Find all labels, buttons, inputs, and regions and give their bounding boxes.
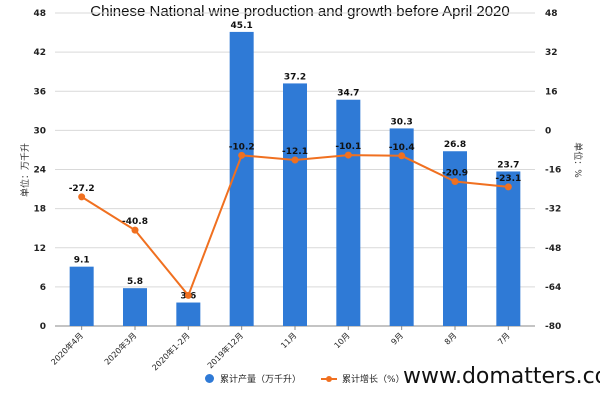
growth-point[interactable] bbox=[238, 151, 246, 159]
growth-point[interactable] bbox=[398, 152, 406, 160]
growth-point[interactable] bbox=[131, 226, 139, 234]
growth-value-label: -20.9 bbox=[442, 168, 468, 178]
y-axis-title-left: 单位：万千升 bbox=[19, 143, 31, 197]
orange-line-dot-icon bbox=[321, 374, 338, 383]
growth-value-label: -10.1 bbox=[335, 142, 361, 152]
growth-point[interactable] bbox=[504, 183, 512, 191]
bar-value-label: 34.7 bbox=[337, 89, 359, 99]
x-tick-label: 10月 bbox=[333, 331, 352, 350]
x-tick-label: 2020年1-2月 bbox=[150, 330, 192, 372]
blue-dot-icon bbox=[205, 374, 214, 383]
legend: 累计产量（万千升） 累计增长（%） bbox=[205, 372, 425, 385]
y-tick-right: -80 bbox=[545, 322, 561, 332]
y-tick-left: 6 bbox=[40, 283, 46, 293]
bar-value-label: 37.2 bbox=[284, 72, 306, 82]
legend-label-growth: 累计增长（%） bbox=[342, 375, 405, 385]
x-tick-label: 2020年4月 bbox=[49, 330, 85, 366]
growth-point[interactable] bbox=[78, 193, 86, 201]
x-tick-label: 2020年3月 bbox=[102, 330, 138, 366]
bar-value-label: 45.1 bbox=[231, 21, 253, 31]
bar[interactable] bbox=[176, 302, 201, 326]
y-tick-right: -32 bbox=[545, 205, 561, 215]
growth-value-label: -23.1 bbox=[495, 174, 521, 184]
y-tick-right: -48 bbox=[545, 244, 561, 254]
y-tick-left: 18 bbox=[33, 205, 46, 215]
x-tick-label: 2019年12月 bbox=[205, 330, 245, 370]
bar-value-label: 30.3 bbox=[391, 117, 413, 127]
growth-value-label: -27.2 bbox=[69, 184, 95, 194]
growth-point[interactable] bbox=[451, 177, 459, 185]
growth-point[interactable] bbox=[344, 151, 352, 159]
bar-value-label: 23.7 bbox=[497, 160, 519, 170]
growth-value-label: -40.8 bbox=[122, 217, 148, 227]
x-tick-label: 8月 bbox=[443, 331, 459, 347]
growth-point[interactable] bbox=[184, 291, 192, 299]
y-axis-title-right: 单位：% bbox=[572, 142, 584, 178]
bar[interactable] bbox=[283, 83, 307, 326]
y-tick-right: 16 bbox=[545, 87, 558, 97]
growth-value-label: -12.1 bbox=[282, 147, 308, 157]
y-tick-right: 48 bbox=[545, 9, 558, 19]
chart-title: Chinese National wine production and gro… bbox=[0, 3, 600, 20]
bar-value-label: 26.8 bbox=[444, 140, 466, 150]
bar[interactable] bbox=[496, 171, 521, 326]
site-watermark: www.domatters.com bbox=[403, 364, 600, 389]
y-tick-left: 42 bbox=[33, 48, 46, 58]
growth-value-label: -10.4 bbox=[389, 143, 415, 153]
bar[interactable] bbox=[336, 99, 361, 326]
legend-label-production: 累计产量（万千升） bbox=[220, 375, 302, 385]
growth-point[interactable] bbox=[291, 156, 299, 164]
growth-value-label: -10.2 bbox=[229, 142, 255, 152]
y-tick-left: 30 bbox=[33, 126, 46, 136]
legend-item-growth[interactable]: 累计增长（%） bbox=[321, 372, 405, 385]
y-tick-right: -16 bbox=[545, 166, 561, 176]
y-tick-left: 24 bbox=[33, 166, 46, 176]
bar[interactable] bbox=[389, 128, 414, 326]
x-tick-label: 9月 bbox=[389, 331, 405, 347]
x-tick-label: 11月 bbox=[279, 331, 298, 350]
bar-value-label: 9.1 bbox=[74, 256, 90, 266]
y-tick-left: 0 bbox=[40, 322, 46, 332]
y-tick-right: -64 bbox=[545, 283, 561, 293]
y-tick-left: 36 bbox=[33, 87, 46, 97]
x-tick-label: 7月 bbox=[496, 331, 512, 347]
y-tick-left: 12 bbox=[33, 244, 46, 254]
bar[interactable] bbox=[123, 288, 147, 326]
y-tick-left: 48 bbox=[33, 9, 46, 19]
legend-item-production[interactable]: 累计产量（万千升） bbox=[205, 372, 301, 385]
y-tick-right: 32 bbox=[545, 48, 558, 58]
bar-value-label: 5.8 bbox=[127, 277, 143, 287]
bar[interactable] bbox=[69, 266, 94, 326]
y-tick-right: 0 bbox=[545, 126, 551, 136]
